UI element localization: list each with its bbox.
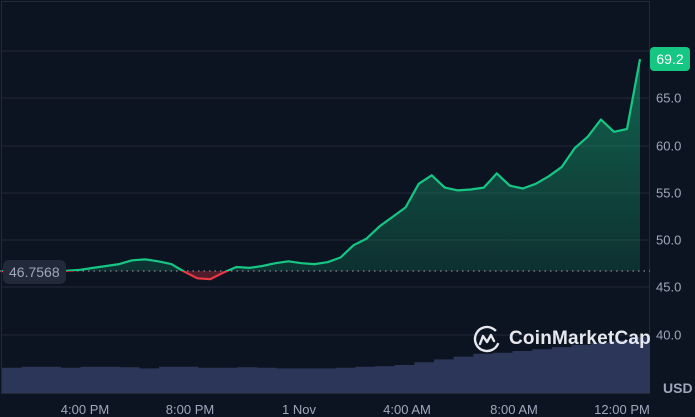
y-axis-label: 40.0: [656, 327, 682, 343]
y-axis-label: 45.0: [656, 279, 682, 295]
x-axis-label: 8:00 AM: [490, 402, 538, 417]
x-axis-label: 12:00 PM: [594, 402, 650, 417]
y-axis-label: 55.0: [656, 185, 682, 201]
x-axis-label: 4:00 AM: [383, 402, 431, 417]
watermark-text: CoinMarketCap: [509, 328, 651, 349]
price-line-up: [2, 58, 642, 271]
x-axis-label: 1 Nov: [282, 402, 316, 417]
baseline-price-badge: 46.7568: [3, 260, 66, 284]
y-axis-label: 60.0: [656, 138, 682, 154]
x-axis-label: 4:00 PM: [60, 402, 110, 417]
coinmarketcap-watermark: CoinMarketCap: [473, 324, 651, 354]
chart-frame: [1, 1, 650, 394]
price-area-up: [59, 59, 640, 271]
volume-bars: [2, 337, 650, 393]
currency-label: USD: [663, 380, 693, 396]
current-price-badge: 69.2: [650, 47, 690, 71]
coinmarketcap-logo-icon: [473, 325, 501, 353]
y-axis-label: 50.0: [656, 232, 682, 248]
y-axis-label: 65.0: [656, 90, 682, 106]
x-axis-label: 8:00 PM: [165, 402, 215, 417]
